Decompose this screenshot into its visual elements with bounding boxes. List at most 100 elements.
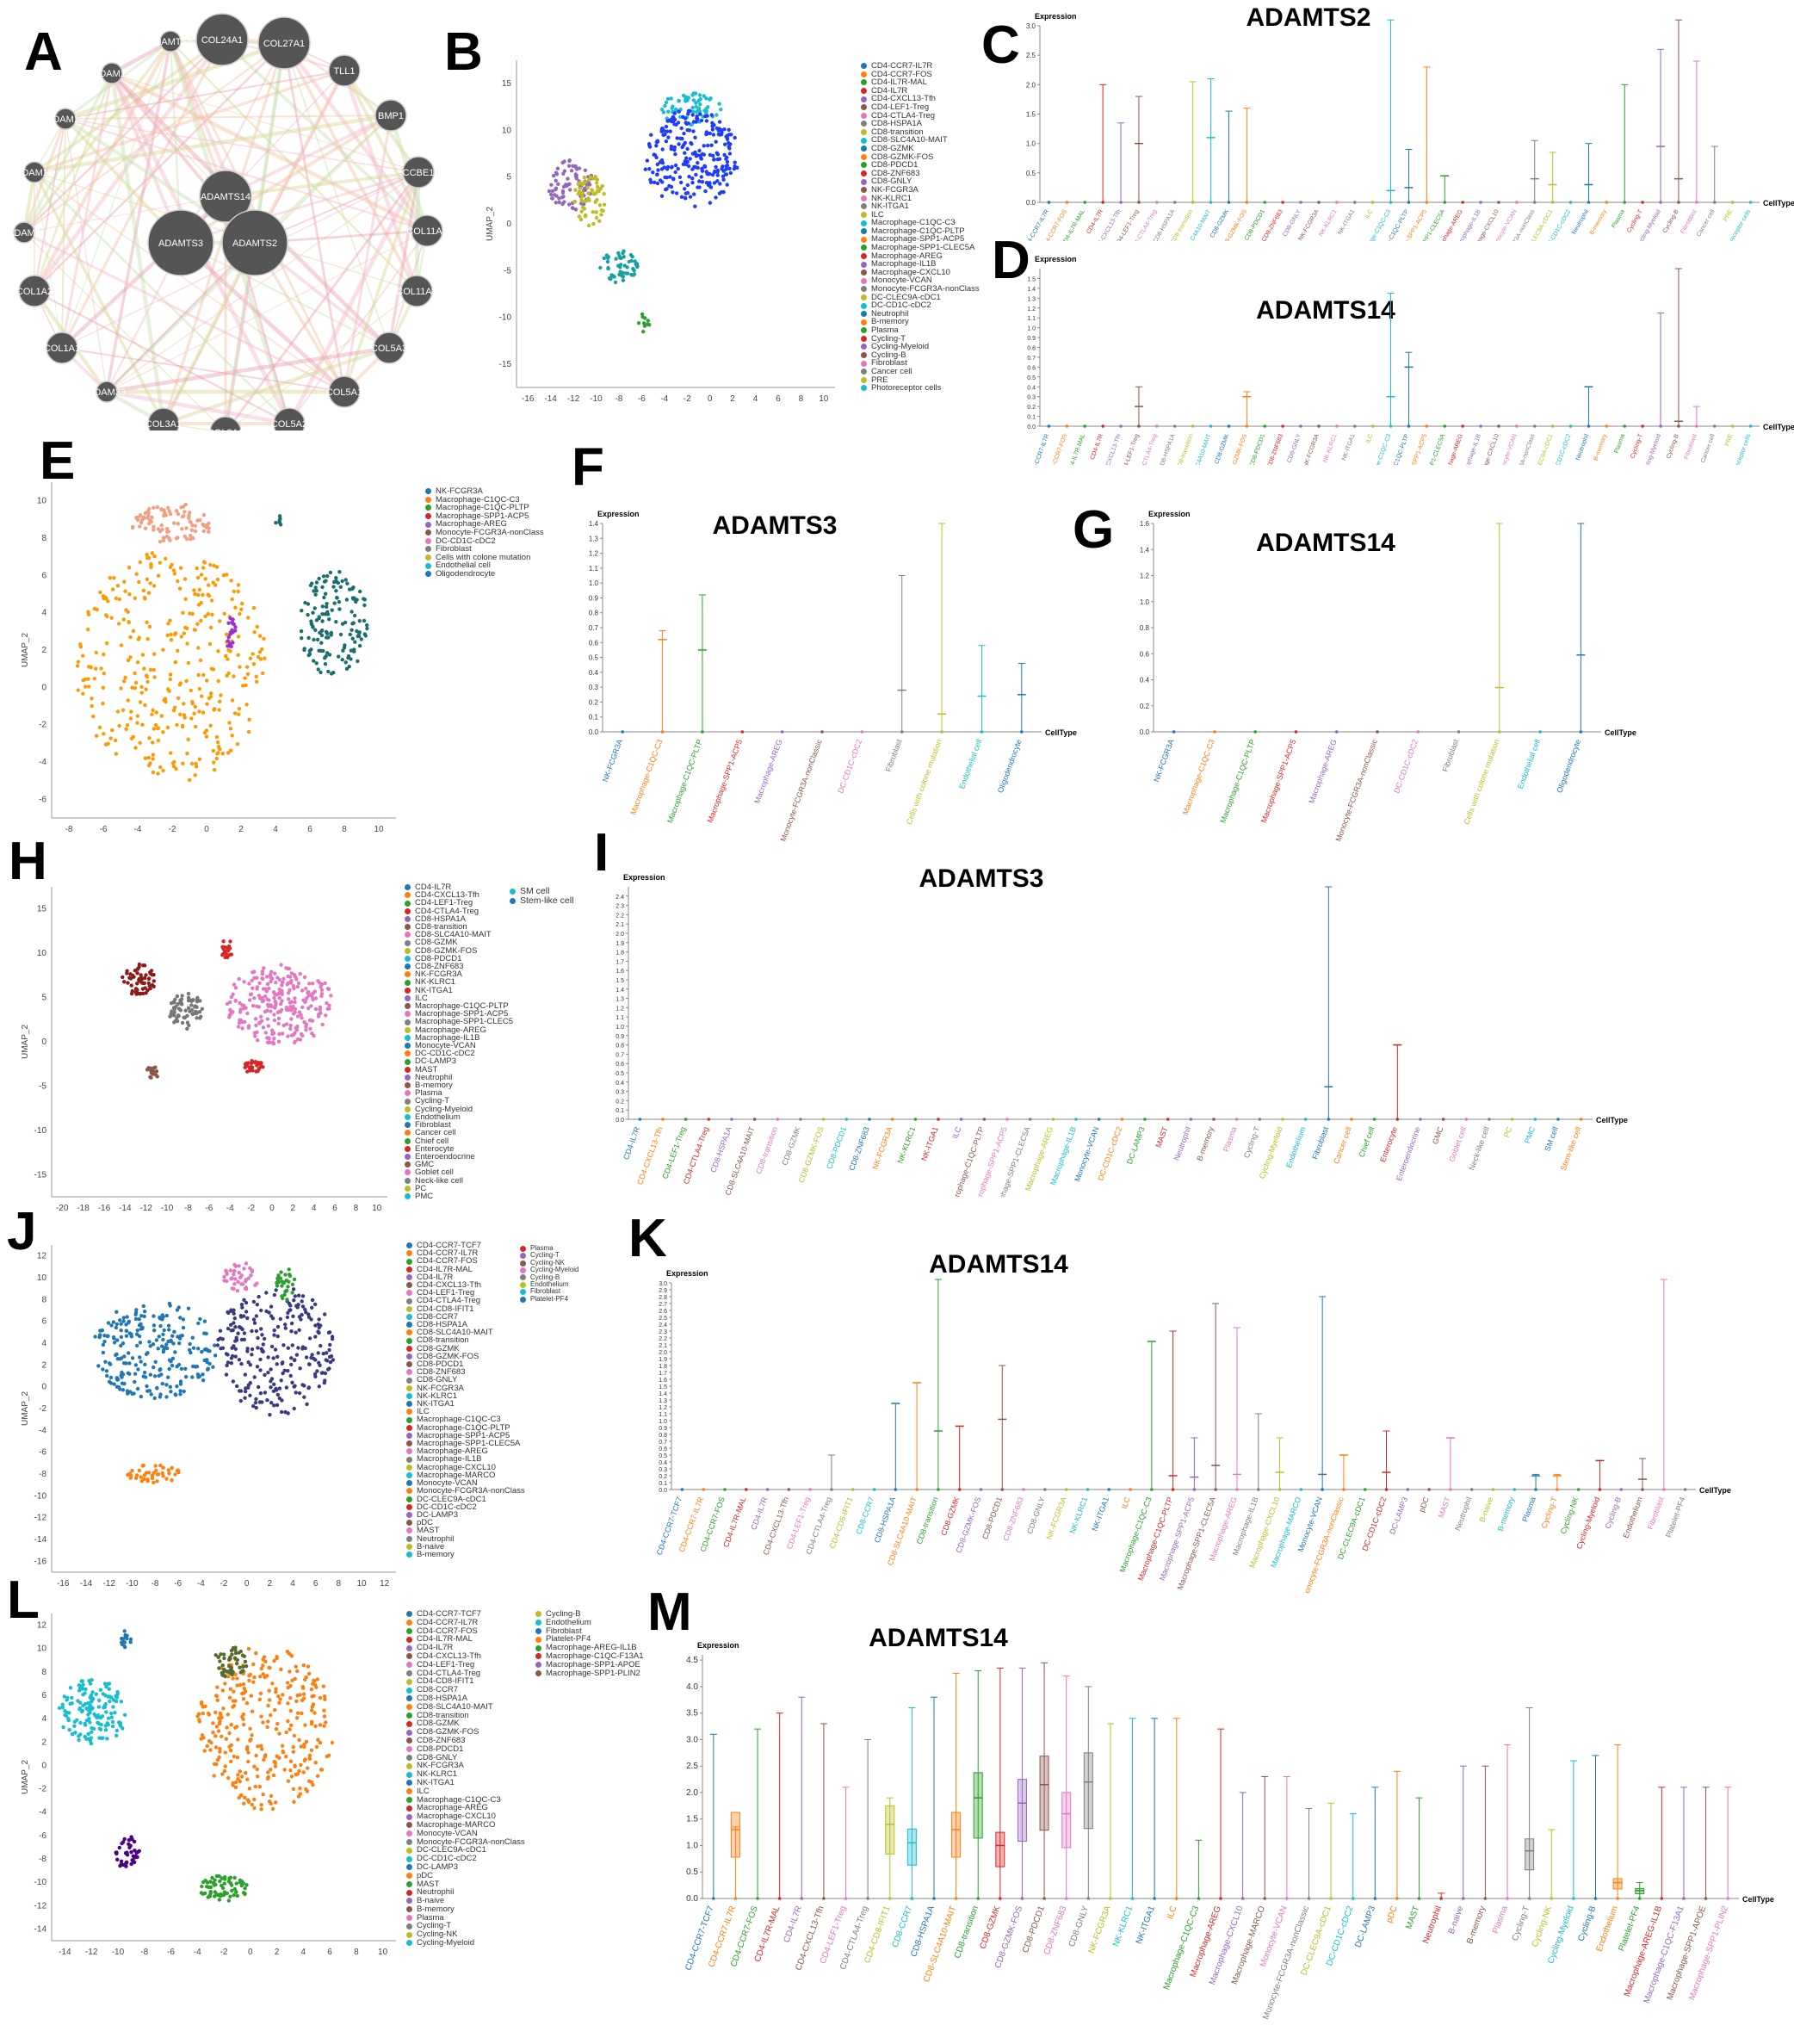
- violin-mark: [1427, 1488, 1431, 1491]
- legend-label: Cycling-Myeloid: [530, 1266, 579, 1274]
- legend-item: Plasma: [520, 1244, 578, 1252]
- legend-item: CD8-GZMK-FOS: [406, 1728, 525, 1737]
- x-tick-label: Macrophage-AREG: [752, 738, 783, 804]
- violin-mark: [1261, 1776, 1269, 1900]
- y-tick-label: 0.3: [659, 1467, 667, 1473]
- legend-item: B-memory: [861, 318, 980, 326]
- y-tick-label: 0.5: [589, 654, 599, 662]
- legend-swatch: [861, 294, 867, 300]
- legend-item: CD8-GZMK-FOS: [861, 152, 980, 162]
- network-edge: [343, 115, 393, 393]
- legend-label: NK-ITGA1: [871, 201, 909, 212]
- x-tick-label: Neutrophil: [1453, 1496, 1473, 1532]
- violin-mark: [1147, 1341, 1156, 1491]
- legend-item: Platelet-PF4: [520, 1295, 578, 1303]
- legend-label: Macrophage-C1QC-C3: [417, 1794, 501, 1805]
- x-tick-label: Fibroblast: [1680, 208, 1698, 234]
- legend-item: Monocyte-FCGR3A-nonClass: [861, 285, 980, 294]
- legend-label: CD4-LEF1-Treg: [415, 898, 473, 908]
- y-tick-label: 2.0: [1026, 81, 1036, 89]
- violin-mark: [1548, 1829, 1556, 1900]
- legend-swatch: [406, 1456, 412, 1463]
- network-edge: [33, 171, 165, 424]
- legend-item: Macrophage-CXCL10: [861, 269, 980, 277]
- x-tick-label: -2: [169, 825, 176, 834]
- network-node: ADAMTS3: [147, 209, 214, 276]
- violin-mark: [1605, 424, 1609, 428]
- legend-swatch: [405, 947, 411, 954]
- x-tick-label: NK-KLRC1: [1318, 208, 1338, 238]
- legend-swatch: [425, 554, 431, 561]
- legend-label: NK-FCGR3A: [871, 184, 919, 195]
- x-tick-label: CD8-CCR7: [891, 1905, 915, 1949]
- violin-mark: [1371, 1787, 1379, 1900]
- violin-mark: [1099, 84, 1107, 204]
- y-tick-label: 2.0: [686, 1788, 698, 1798]
- violin-mark: [776, 1713, 783, 1900]
- legend-item: Macrophage-C1QC-C3: [406, 1794, 525, 1805]
- violin-mark: [1658, 1787, 1666, 1900]
- x-tick-label: 4: [273, 825, 278, 834]
- y-tick-label: 0.6: [1027, 365, 1036, 371]
- network-node-label: ADAM33: [88, 387, 126, 398]
- legend-label: CD4-IL7R: [417, 1643, 454, 1653]
- violin-mark: [1532, 424, 1537, 428]
- legend-item: CD8-transition: [861, 128, 980, 137]
- legend-label: Macrophage-C1QC-C3: [436, 494, 520, 505]
- legend-swatch: [406, 1552, 412, 1558]
- legend-item: Macrophage-SPP1-CLEC5A: [861, 244, 980, 252]
- legend-label: Macrophage-C1QC-F13A1: [546, 1651, 644, 1661]
- network-node-label: COL5A2: [271, 419, 307, 430]
- legend-swatch: [405, 994, 411, 1001]
- umap-cluster: [225, 963, 333, 1046]
- x-tick-label: 0: [244, 1579, 250, 1589]
- x-tick-label: -4: [197, 1579, 205, 1589]
- violin-mark: [998, 1365, 1007, 1491]
- legend-item: Macrophage-AREG: [406, 1804, 525, 1812]
- legend-swatch: [535, 1627, 541, 1634]
- network-edge: [110, 71, 429, 233]
- x-tick-label: Macrophage-SPP1-ACP5: [1259, 738, 1297, 824]
- legend-swatch: [406, 1305, 412, 1312]
- legend-item: Cycling-Myeloid: [861, 343, 980, 351]
- panel-label-l: L: [7, 1570, 40, 1630]
- legend-swatch: [406, 1369, 412, 1376]
- legend-swatch: [425, 562, 431, 569]
- y-tick-label: -10: [499, 313, 512, 323]
- y-tick-label: 1.0: [686, 1841, 698, 1850]
- violin-mark: [820, 730, 824, 734]
- legend-swatch: [425, 537, 431, 544]
- legend-label: Cycling-T: [871, 333, 906, 344]
- network-edge: [65, 40, 285, 121]
- x-tick-label: Monocyte-FCGR3A-nonClassic: [779, 738, 825, 843]
- y-tick-label: -5: [39, 1081, 46, 1091]
- violin-mark: [1134, 386, 1143, 428]
- legend-swatch: [861, 360, 867, 367]
- network-edge: [169, 40, 227, 197]
- legend-label: DC-CD1C-cDC2: [417, 1854, 477, 1864]
- legend-label: Monocyte-VCAN: [417, 1478, 478, 1489]
- x-tick-label: Cancer cell: [1696, 208, 1717, 238]
- y-tick-label: 0.1: [589, 714, 599, 722]
- chart-title: ADAMTS14: [929, 1250, 1068, 1279]
- legend-label: B-memory: [871, 317, 909, 327]
- x-tick-label: pDC: [1417, 1496, 1431, 1514]
- legend-l: CD4-CCR7-TCF7 CD4-CCR7-IL7R CD4-CCR7-FOS CD…: [406, 1610, 525, 1948]
- x-tick-label: Stem-like cell: [1559, 1125, 1583, 1172]
- violin-mark: [1393, 1770, 1401, 1900]
- y-tick-label: 2.4: [659, 1322, 667, 1329]
- legend-item: CD4-CTLA4-Treg: [406, 1297, 525, 1305]
- legend-swatch: [861, 302, 867, 309]
- x-tick-label: Cycling-Myeloid: [1642, 433, 1662, 465]
- legend-label: Cycling-T: [415, 1096, 450, 1106]
- legend-item: Goblet cell: [405, 1168, 513, 1177]
- y-tick-label: 2.2: [659, 1336, 667, 1342]
- y-tick-label: 0.3: [589, 684, 599, 691]
- violin-mark: [890, 1118, 894, 1121]
- x-tick-label: DC-LAMP3: [1354, 1905, 1378, 1949]
- legend-item: ILC: [861, 211, 980, 220]
- x-tick-label: NK-FCGR3A: [1152, 738, 1175, 783]
- legend-item: PMC: [405, 1192, 513, 1200]
- x-tick-label: -10: [161, 1204, 174, 1213]
- violin-mark: [1209, 424, 1213, 428]
